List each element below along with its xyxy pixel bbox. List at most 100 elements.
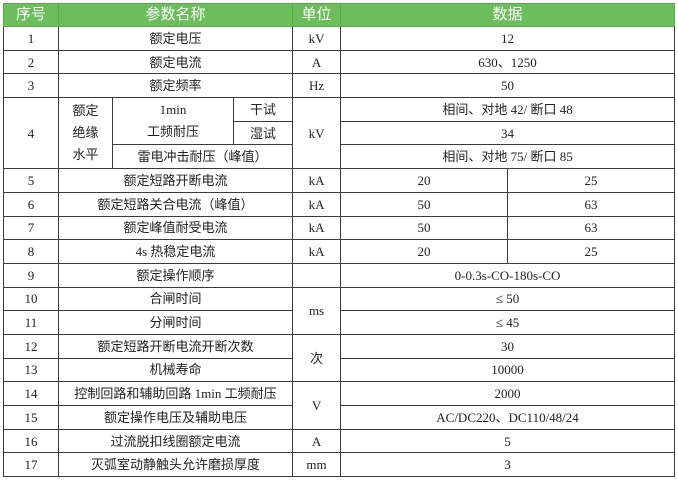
row-value: 相间、对地 42/ 断口 48 bbox=[340, 97, 676, 122]
table-row: 8 4s 热稳定电流 kA 20 25 bbox=[3, 239, 676, 264]
table-row: 14 控制回路和辅助回路 1min 工频耐压 V 2000 bbox=[3, 381, 676, 430]
row-param: 分闸时间 bbox=[57, 310, 294, 335]
row-unit: kA bbox=[292, 168, 342, 193]
row-param: 额定短路开断电流 bbox=[57, 168, 294, 193]
row-no: 11 bbox=[3, 310, 59, 335]
row-no: 14 bbox=[3, 381, 59, 406]
row-param: 额定电压 bbox=[57, 26, 294, 51]
row-no: 5 bbox=[3, 168, 59, 193]
table-row: 湿试 34 bbox=[4, 120, 676, 146]
row-no: 13 bbox=[3, 357, 59, 383]
row-value: 30 bbox=[340, 333, 676, 359]
table-row: 11 分闸时间 ≤ 45 bbox=[3, 310, 676, 335]
row-param: 过流脱扣线圈额定电流 bbox=[57, 428, 294, 454]
table-row: 17 灭弧室动静触头允许磨损厚度 mm 3 bbox=[3, 452, 676, 478]
row-value-1: 50 bbox=[340, 215, 509, 241]
row-value-1: 20 bbox=[340, 239, 509, 264]
pf-line: 工频耐压 bbox=[146, 124, 199, 140]
row-value: 5 bbox=[340, 428, 676, 454]
row-no: 10 bbox=[3, 286, 59, 312]
row-unit: kA bbox=[292, 215, 342, 241]
table-row: 9 额定操作顺序 0-0.3s-CO-180s-CO bbox=[3, 262, 676, 288]
row-unit: ms bbox=[292, 286, 342, 335]
row-param: 额定频率 bbox=[57, 73, 294, 99]
header-no: 序号 bbox=[3, 3, 59, 27]
row-unit: kA bbox=[292, 239, 342, 264]
row-value: 2000 bbox=[340, 381, 676, 406]
row-param: 控制回路和辅助回路 1min 工频耐压 bbox=[57, 381, 294, 406]
row-value-2: 25 bbox=[507, 168, 676, 193]
header-param: 参数名称 bbox=[57, 3, 294, 27]
table-row: 1 额定电压 kV 12 bbox=[3, 26, 676, 51]
row-param: 额定电流 bbox=[57, 49, 294, 75]
table-row: 7 额定峰值耐受电流 kA 50 63 bbox=[3, 215, 676, 241]
table-row: 5 额定短路开断电流 kA 20 25 bbox=[3, 168, 676, 193]
header-data: 数据 bbox=[340, 3, 676, 27]
row-value-2: 63 bbox=[507, 191, 676, 217]
table-row: 4 额定 绝缘 水平 1min 工频耐压 干试 kV 相间、对地 42/ 断口 … bbox=[3, 97, 676, 170]
row-no: 6 bbox=[3, 191, 59, 217]
row-value: 相间、对地 75/ 断口 85 bbox=[340, 144, 676, 170]
row-param: 机械寿命 bbox=[57, 357, 294, 383]
table-row: 12 额定短路开断电流开断次数 次 30 bbox=[3, 333, 676, 383]
table-row: 10 合闸时间 ms ≤ 50 bbox=[3, 286, 676, 335]
row-unit: kV bbox=[292, 97, 342, 170]
row-param: 灭弧室动静触头允许磨损厚度 bbox=[57, 452, 294, 478]
row-no: 16 bbox=[3, 428, 59, 454]
row-value: 0-0.3s-CO-180s-CO bbox=[340, 262, 676, 288]
parameter-table: 序号 参数名称 单位 数据 1 额定电压 kV 12 2 额定电流 A 630、… bbox=[3, 3, 676, 478]
row-value: 3 bbox=[340, 452, 676, 478]
row-value: AC/DC220、DC110/48/24 bbox=[340, 405, 676, 430]
row-no: 4 bbox=[3, 97, 59, 170]
row-value-1: 50 bbox=[340, 191, 509, 217]
row-no: 17 bbox=[3, 452, 59, 478]
row-param: 额定操作顺序 bbox=[57, 262, 294, 288]
row-value: 12 bbox=[340, 26, 676, 51]
row-value: ≤ 45 bbox=[340, 310, 676, 335]
row-param: 合闸时间 bbox=[57, 286, 294, 312]
row-param: 4s 热稳定电流 bbox=[57, 239, 294, 264]
group-line: 额定 bbox=[72, 103, 99, 119]
row-no: 9 bbox=[3, 262, 59, 288]
row-no: 2 bbox=[3, 49, 59, 75]
wet-test-label: 湿试 bbox=[232, 120, 294, 146]
table-row: 3 额定频率 Hz 50 bbox=[3, 73, 676, 99]
row-unit: kA bbox=[292, 191, 342, 217]
row-unit: A bbox=[292, 49, 342, 75]
pf-line: 1min bbox=[159, 102, 187, 118]
row-value: 50 bbox=[340, 73, 676, 99]
row-value-2: 25 bbox=[507, 239, 676, 264]
row-param: 额定峰值耐受电流 bbox=[57, 215, 294, 241]
group-line: 水平 bbox=[72, 147, 99, 163]
row-no: 15 bbox=[3, 405, 59, 430]
header-unit: 单位 bbox=[292, 3, 342, 27]
insulation-group-label: 额定 绝缘 水平 bbox=[58, 97, 113, 170]
row-unit: A bbox=[292, 428, 342, 454]
row-unit bbox=[292, 262, 342, 288]
table-row: 雷电冲击耐压（峰值） 相间、对地 75/ 断口 85 bbox=[4, 144, 676, 170]
row-no: 3 bbox=[3, 73, 59, 99]
row-no: 8 bbox=[3, 239, 59, 264]
row-value: 34 bbox=[340, 120, 676, 146]
row-no: 12 bbox=[3, 333, 59, 359]
row-value: 10000 bbox=[340, 357, 676, 383]
row-param: 额定操作电压及辅助电压 bbox=[57, 405, 294, 430]
table-header: 序号 参数名称 单位 数据 bbox=[3, 3, 676, 27]
table-row: 15 额定操作电压及辅助电压 AC/DC220、DC110/48/24 bbox=[3, 405, 676, 430]
row-no: 7 bbox=[3, 215, 59, 241]
row-unit: V bbox=[292, 381, 342, 430]
table-row: 16 过流脱扣线圈额定电流 A 5 bbox=[3, 428, 676, 454]
row-unit: mm bbox=[292, 452, 342, 478]
lightning-impulse-label: 雷电冲击耐压（峰值） bbox=[111, 144, 294, 170]
row-param: 额定短路关合电流（峰值） bbox=[57, 191, 294, 217]
power-frequency-label: 1min 工频耐压 bbox=[112, 97, 234, 146]
table-row: 2 额定电流 A 630、1250 bbox=[3, 49, 676, 75]
row-value-1: 20 bbox=[340, 168, 509, 193]
dry-test-label: 干试 bbox=[232, 97, 294, 122]
row-unit: Hz bbox=[292, 73, 342, 99]
row-no: 1 bbox=[3, 26, 59, 51]
row-unit: 次 bbox=[292, 333, 342, 383]
row-value: ≤ 50 bbox=[340, 286, 676, 312]
table-row: 6 额定短路关合电流（峰值） kA 50 63 bbox=[3, 191, 676, 217]
row-unit: kV bbox=[292, 26, 342, 51]
